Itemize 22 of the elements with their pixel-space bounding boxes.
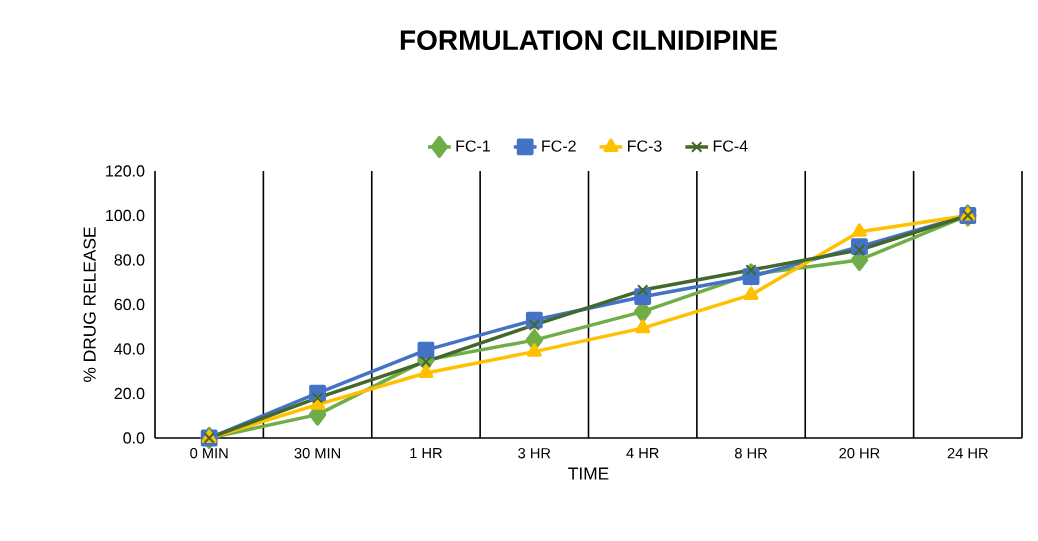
legend-label: FC-3 [628,140,662,152]
x-tick-label: 0 MIN [190,448,228,459]
x-axis-title: TIME [568,467,609,480]
y-tick-label: 100.0 [106,209,145,222]
y-tick-label: 0.0 [123,432,145,444]
legend-label: FC-2 [542,140,576,152]
legend-label: FC-1 [456,140,490,152]
y-tick-label: 60.0 [114,298,145,311]
chart-title: FORMULATION CILNIDIPINE [400,30,777,51]
x-tick-label: 1 HR [410,448,442,459]
x-tick-label: 24 HR [947,448,988,459]
y-tick-label: 120.0 [106,165,145,177]
x-tick-label: 4 HR [626,448,659,459]
y-tick-label: 20.0 [114,387,145,400]
legend-label: FC-4 [713,140,748,152]
x-tick-label: 20 HR [839,448,880,459]
y-tick-label: 80.0 [114,254,145,266]
y-axis-title: % DRUG RELEASE [83,227,96,382]
x-tick-label: 3 HR [518,448,551,459]
x-tick-label: 30 MIN [294,448,340,459]
y-tick-label: 40.0 [114,343,145,355]
x-tick-label: 8 HR [734,448,768,459]
